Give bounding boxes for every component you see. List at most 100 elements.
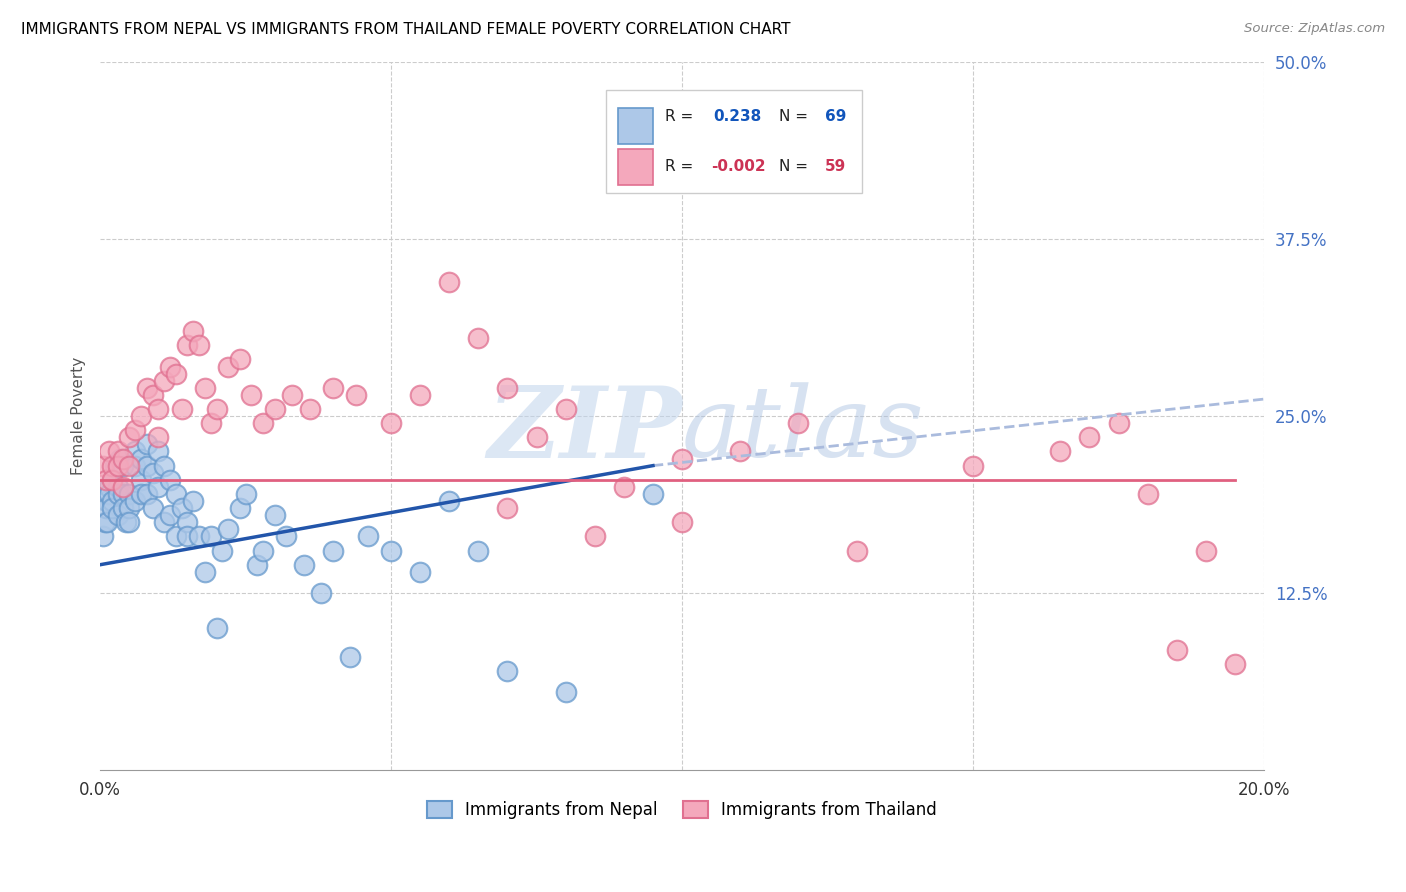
Point (129, 451, 152, 466)
Point (176, 529, 198, 543)
Point (194, 381, 217, 395)
Point (165, 367, 187, 381)
Point (200, 529, 222, 543)
Point (1223, 657, 1246, 671)
Legend: Immigrants from Nepal, Immigrants from Thailand: Immigrants from Nepal, Immigrants from T… (420, 794, 943, 825)
Point (97, 444, 120, 458)
Point (112, 458, 135, 473)
Point (613, 480, 636, 494)
Point (153, 515, 176, 529)
Point (409, 565, 432, 579)
Point (1078, 430, 1101, 444)
Point (118, 430, 141, 444)
Point (276, 529, 298, 543)
Point (554, 402, 576, 417)
Text: ZIP: ZIP (486, 382, 682, 478)
Point (129, 473, 152, 487)
Point (962, 458, 984, 473)
Point (554, 685, 576, 699)
Point (1049, 444, 1071, 458)
Point (728, 444, 751, 458)
Point (107, 444, 129, 458)
Point (124, 494, 146, 508)
Point (281, 388, 304, 402)
Point (135, 487, 157, 501)
Point (165, 487, 187, 501)
Point (439, 494, 461, 508)
Text: Source: ZipAtlas.com: Source: ZipAtlas.com (1244, 22, 1385, 36)
Text: R =: R = (665, 159, 693, 174)
Point (205, 622, 228, 636)
Point (94, 515, 117, 529)
Point (148, 430, 170, 444)
Point (357, 529, 380, 543)
Bar (619, 108, 652, 144)
Point (112, 480, 135, 494)
Point (100, 501, 122, 516)
Point (217, 522, 239, 536)
Point (583, 529, 606, 543)
Point (118, 487, 141, 501)
Point (496, 664, 519, 678)
Point (153, 458, 176, 473)
Text: 59: 59 (825, 159, 846, 174)
Point (322, 381, 344, 395)
Point (787, 416, 810, 430)
Point (1108, 416, 1130, 430)
Point (107, 487, 129, 501)
Point (107, 508, 129, 523)
Point (94, 494, 117, 508)
Point (181, 494, 204, 508)
Point (104, 458, 127, 473)
Text: -0.002: -0.002 (711, 159, 766, 174)
Point (188, 338, 211, 352)
Point (263, 402, 285, 417)
Point (159, 473, 181, 487)
Point (135, 437, 157, 451)
Point (124, 458, 146, 473)
Text: N =: N = (779, 159, 807, 174)
Point (380, 416, 402, 430)
Point (188, 529, 211, 543)
Point (496, 501, 519, 516)
Point (118, 458, 141, 473)
Point (159, 359, 181, 374)
Point (112, 501, 135, 516)
Point (97, 487, 120, 501)
Point (129, 487, 152, 501)
Point (94, 501, 117, 516)
Point (135, 458, 157, 473)
Point (1195, 543, 1218, 558)
Point (252, 416, 274, 430)
Point (148, 444, 170, 458)
Point (91, 458, 114, 473)
Point (1166, 642, 1188, 657)
Point (97, 480, 120, 494)
Point (148, 480, 170, 494)
Text: R =: R = (665, 109, 693, 124)
Point (309, 586, 332, 600)
Point (141, 466, 163, 480)
Point (124, 444, 146, 458)
Point (94, 473, 117, 487)
Point (1136, 487, 1159, 501)
Point (129, 409, 152, 423)
Point (124, 423, 146, 437)
Point (96, 515, 118, 529)
Text: N =: N = (779, 109, 807, 124)
Point (135, 381, 157, 395)
Point (165, 529, 187, 543)
Point (211, 543, 233, 558)
Point (159, 508, 181, 523)
Text: 0.238: 0.238 (713, 109, 762, 124)
FancyBboxPatch shape (606, 90, 862, 193)
Point (100, 473, 122, 487)
Point (671, 451, 693, 466)
Point (344, 388, 367, 402)
Y-axis label: Female Poverty: Female Poverty (72, 357, 86, 475)
Point (292, 558, 315, 572)
Point (439, 275, 461, 289)
Point (526, 430, 548, 444)
Point (205, 402, 228, 417)
Point (100, 458, 122, 473)
